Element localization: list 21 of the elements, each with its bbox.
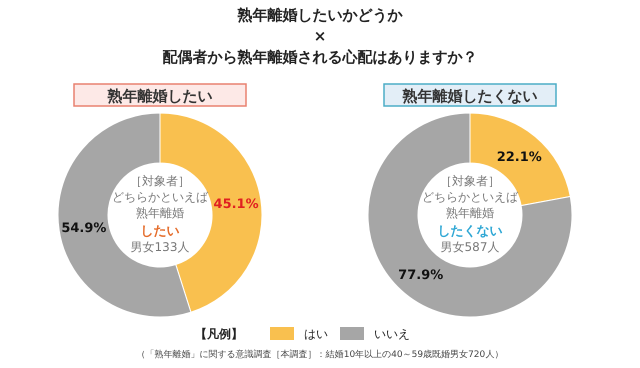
text: ［対象者］ [440,174,500,188]
text: 男女587人 [440,240,500,254]
text: 男女133人 [130,240,190,254]
chart-title: 熟年離婚したいかどうか × 配偶者から熟年離婚される心配はありますか？ [162,6,478,66]
text: ［対象者］ [130,174,190,188]
text: どちらかといえば [422,190,519,204]
chart-subtitle: 熟年離婚したい [106,87,212,105]
chart-subtitle: 熟年離婚したくない [402,87,538,105]
data-label: 22.1% [496,150,542,165]
text: 熟年離婚 [446,206,494,220]
legend-title: 【凡例】 [195,327,243,341]
data-label: 54.9% [61,220,106,236]
text: （「熟年離婚」に関する意識調査［本調査］：結婚10年以上の40～59歳既婚男女720人） [136,349,504,360]
data-label: 45.1% [214,197,259,212]
legend-label: はい [304,327,328,341]
text: どちらかといえば [112,190,209,204]
text: 熟年離婚 [136,206,184,220]
data-label: 77.9% [398,268,444,284]
legend-label: いいえ [374,327,410,341]
text: したい [140,224,180,239]
text: したくない [438,224,502,239]
